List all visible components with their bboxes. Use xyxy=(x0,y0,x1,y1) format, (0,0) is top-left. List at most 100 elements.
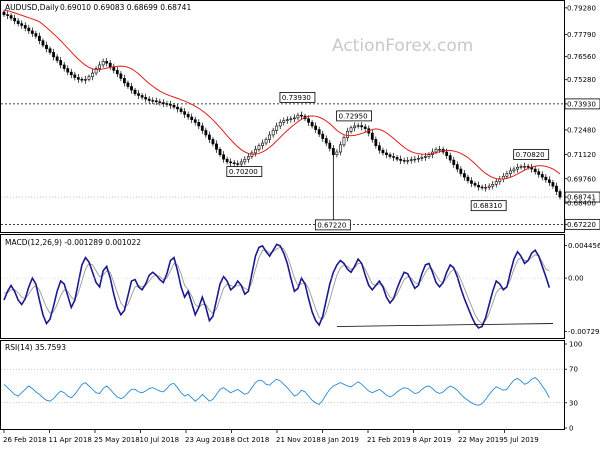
candle-body xyxy=(229,161,233,164)
candle-body xyxy=(27,27,31,32)
candle-body xyxy=(94,68,98,74)
candle-body xyxy=(462,173,466,178)
candle-body xyxy=(52,52,55,58)
candle-body xyxy=(519,166,523,168)
candle-body xyxy=(346,131,349,138)
candle-body xyxy=(487,185,491,188)
candle-body xyxy=(300,114,303,117)
candle-body xyxy=(87,76,91,80)
price-tick-label-4: 0.73930 xyxy=(567,100,596,108)
annotation-label-5: 0.68310 xyxy=(473,202,502,210)
candle-body xyxy=(296,114,300,119)
candle-body xyxy=(215,143,218,150)
candle-body xyxy=(395,157,399,160)
candle-body xyxy=(477,184,480,188)
candle-body xyxy=(76,77,80,80)
candle-body xyxy=(23,25,27,29)
candle-body xyxy=(420,157,424,159)
macd-signal-line xyxy=(4,246,550,325)
annotation-label-1: 0.70200 xyxy=(229,168,258,176)
candle-body xyxy=(555,185,558,192)
candle-body xyxy=(261,142,264,147)
candle-body xyxy=(363,126,367,129)
candle-body xyxy=(34,33,38,37)
candle-body xyxy=(445,151,449,156)
candle-body xyxy=(526,166,530,168)
candle-body xyxy=(509,170,512,174)
candle-body xyxy=(161,102,165,104)
candle-body xyxy=(130,86,133,91)
price-tick-label-10: 0.67220 xyxy=(567,221,596,229)
x-tick-label-9: 8 Apr 2019 xyxy=(413,436,452,444)
candle-body xyxy=(133,89,137,94)
rsi-title: RSI(14) 35.7593 xyxy=(5,343,66,352)
candle-body xyxy=(505,173,509,177)
macd-tick-label-0: 0.004456 xyxy=(568,242,600,250)
candle-body xyxy=(151,100,155,102)
candle-body xyxy=(455,164,459,170)
candle-body xyxy=(193,119,197,123)
macd-layer xyxy=(3,243,553,329)
macd-line xyxy=(3,243,551,329)
candle-body xyxy=(257,145,261,150)
price-tick-label-0: 0.79280 xyxy=(567,4,596,12)
candle-body xyxy=(558,191,562,198)
x-tick-label-6: 21 Nov 2018 xyxy=(276,436,321,444)
candle-body xyxy=(154,100,158,103)
axis-layer: 0.79280 0.77790 0.76560 0.75280 0.73930 0.724… xyxy=(1,4,600,444)
candle-body xyxy=(491,184,495,187)
price-tick-label-6: 0.71120 xyxy=(567,151,596,159)
candle-body xyxy=(289,118,293,120)
price-tick-label-5: 0.72480 xyxy=(567,126,596,134)
candle-body xyxy=(115,70,119,75)
candle-body xyxy=(282,120,286,123)
candle-body xyxy=(381,149,385,154)
candle-body xyxy=(285,119,289,121)
candle-body xyxy=(200,125,204,131)
candle-body xyxy=(377,145,381,151)
candle-body xyxy=(197,122,201,127)
candle-body xyxy=(137,93,140,96)
candle-body xyxy=(108,62,112,68)
price-title: AUDUSD,Daily xyxy=(5,3,59,12)
candle-body xyxy=(144,96,148,100)
price-tick-label-7: 0.69760 xyxy=(567,175,596,183)
rsi-tick-label-1: 70 xyxy=(569,366,578,374)
candle-body xyxy=(140,95,144,98)
candle-body xyxy=(80,78,84,81)
watermark: ActionForex.com xyxy=(332,36,473,56)
annotation-box-0 xyxy=(279,92,316,103)
candle-body xyxy=(512,168,516,172)
candle-body xyxy=(204,130,208,136)
candle-body xyxy=(402,160,406,162)
annotation-box-2 xyxy=(336,110,372,122)
candle-body xyxy=(55,56,59,61)
price-tick-label-9: 0.68400 xyxy=(567,200,596,208)
candle-body xyxy=(101,61,105,66)
candle-body xyxy=(246,156,250,160)
candle-body xyxy=(126,82,130,87)
macd-trendline xyxy=(336,323,553,327)
candle-body xyxy=(30,30,34,34)
candle-body xyxy=(222,154,225,160)
candle-body xyxy=(218,149,222,156)
candle-body xyxy=(208,134,211,140)
candle-body xyxy=(438,149,441,151)
candle-body xyxy=(424,156,427,158)
candle-body xyxy=(73,74,77,78)
annotation-box-5 xyxy=(470,200,507,212)
candle-body xyxy=(211,139,215,145)
macd-panel xyxy=(0,234,565,339)
candle-body xyxy=(2,11,6,15)
candle-body xyxy=(328,142,332,149)
rsi-panel xyxy=(0,340,565,430)
candle-body xyxy=(179,108,183,112)
candle-body xyxy=(147,98,151,101)
candle-body xyxy=(41,40,45,46)
rsi-line xyxy=(3,377,550,406)
candle-body xyxy=(540,174,544,178)
candle-body xyxy=(317,129,321,135)
candle-body xyxy=(523,166,526,168)
candle-body xyxy=(176,106,179,110)
candle-body xyxy=(434,149,438,153)
